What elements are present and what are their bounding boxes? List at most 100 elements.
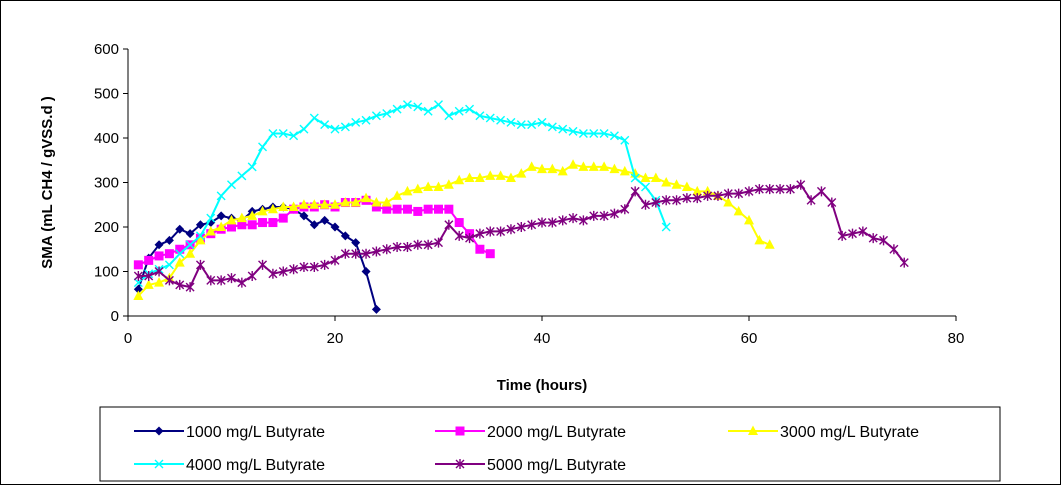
data-point (827, 197, 837, 208)
data-point (320, 215, 330, 225)
data-point (133, 290, 144, 300)
data-point (382, 204, 392, 214)
data-point (268, 218, 278, 228)
y-tick-label: 500 (94, 86, 119, 103)
data-point (185, 248, 196, 258)
data-point (454, 106, 464, 116)
legend-item: 4000 mg/L Butyrate (134, 457, 325, 474)
data-point (350, 197, 361, 207)
legend: 1000 mg/L Butyrate 2000 mg/L Butyrate 3000… (99, 406, 1001, 482)
data-point (723, 197, 734, 207)
data-point (216, 211, 226, 221)
data-point (413, 102, 423, 112)
y-tick-label: 0 (111, 308, 119, 325)
x-tick-label: 40 (534, 330, 551, 347)
series-line (137, 103, 668, 284)
data-point (485, 249, 495, 259)
data-point (764, 239, 775, 249)
y-tick-label: 600 (94, 41, 119, 58)
data-point (175, 249, 185, 259)
data-point (516, 120, 526, 130)
data-point (133, 270, 143, 281)
data-point (568, 159, 579, 169)
data-point (775, 184, 785, 195)
data-point (340, 231, 350, 241)
data-point (609, 131, 619, 141)
data-point (351, 238, 361, 248)
legend-label: 4000 mg/L Butyrate (186, 457, 325, 474)
data-point (547, 163, 558, 174)
data-point (133, 260, 143, 270)
data-point (237, 277, 247, 288)
data-point (672, 195, 682, 206)
data-point (175, 244, 185, 254)
data-point (754, 184, 764, 195)
data-point (423, 181, 434, 191)
data-point (247, 210, 258, 220)
data-point (330, 222, 340, 232)
data-point (175, 279, 185, 290)
data-point (164, 249, 174, 259)
data-point (868, 233, 878, 244)
x-tick-label: 20 (327, 330, 344, 347)
data-point (216, 191, 226, 201)
legend-marker (455, 426, 465, 436)
data-point (227, 222, 236, 232)
data-point (547, 217, 557, 228)
data-point (226, 214, 237, 225)
data-point (175, 224, 185, 234)
data-point (257, 205, 268, 216)
data-point (578, 129, 588, 139)
data-point (734, 188, 744, 199)
data-point (619, 165, 630, 176)
data-point (309, 113, 319, 123)
data-point (164, 275, 174, 286)
data-point (443, 179, 454, 189)
data-point (216, 221, 227, 231)
data-point (661, 195, 671, 206)
data-point (133, 284, 143, 294)
data-point (806, 195, 816, 206)
legend-marker (154, 459, 164, 469)
x-tick-label: 60 (741, 330, 758, 347)
data-point (371, 246, 381, 257)
data-point (506, 224, 516, 235)
data-point (485, 226, 495, 237)
data-point (464, 172, 475, 183)
data-point (496, 115, 506, 125)
data-point (195, 231, 205, 241)
data-point (537, 217, 547, 228)
data-point (309, 199, 320, 209)
data-point (650, 172, 661, 183)
data-point (589, 210, 599, 221)
data-point (340, 122, 350, 132)
data-point (547, 122, 557, 132)
data-point (495, 170, 506, 180)
data-point (434, 100, 443, 110)
data-point (402, 185, 413, 196)
data-point (682, 193, 692, 204)
legend-marker (455, 459, 465, 469)
data-point (599, 129, 609, 139)
data-point (258, 259, 268, 270)
data-point (237, 171, 247, 181)
data-point (330, 199, 340, 209)
x-axis-title: Time (hours) (497, 377, 588, 394)
data-point (258, 218, 268, 228)
data-point (392, 204, 402, 214)
data-point (754, 234, 765, 245)
data-point (620, 204, 630, 215)
data-point (671, 179, 682, 189)
data-point (206, 213, 216, 223)
data-point (475, 244, 485, 254)
data-point (392, 104, 402, 114)
data-point (144, 255, 154, 265)
data-point (651, 197, 661, 208)
data-point (320, 120, 330, 130)
legend-item: 2000 mg/L Butyrate (435, 424, 626, 441)
data-point (744, 186, 754, 197)
data-point (454, 230, 464, 241)
data-point (299, 262, 309, 273)
data-point (299, 211, 309, 221)
